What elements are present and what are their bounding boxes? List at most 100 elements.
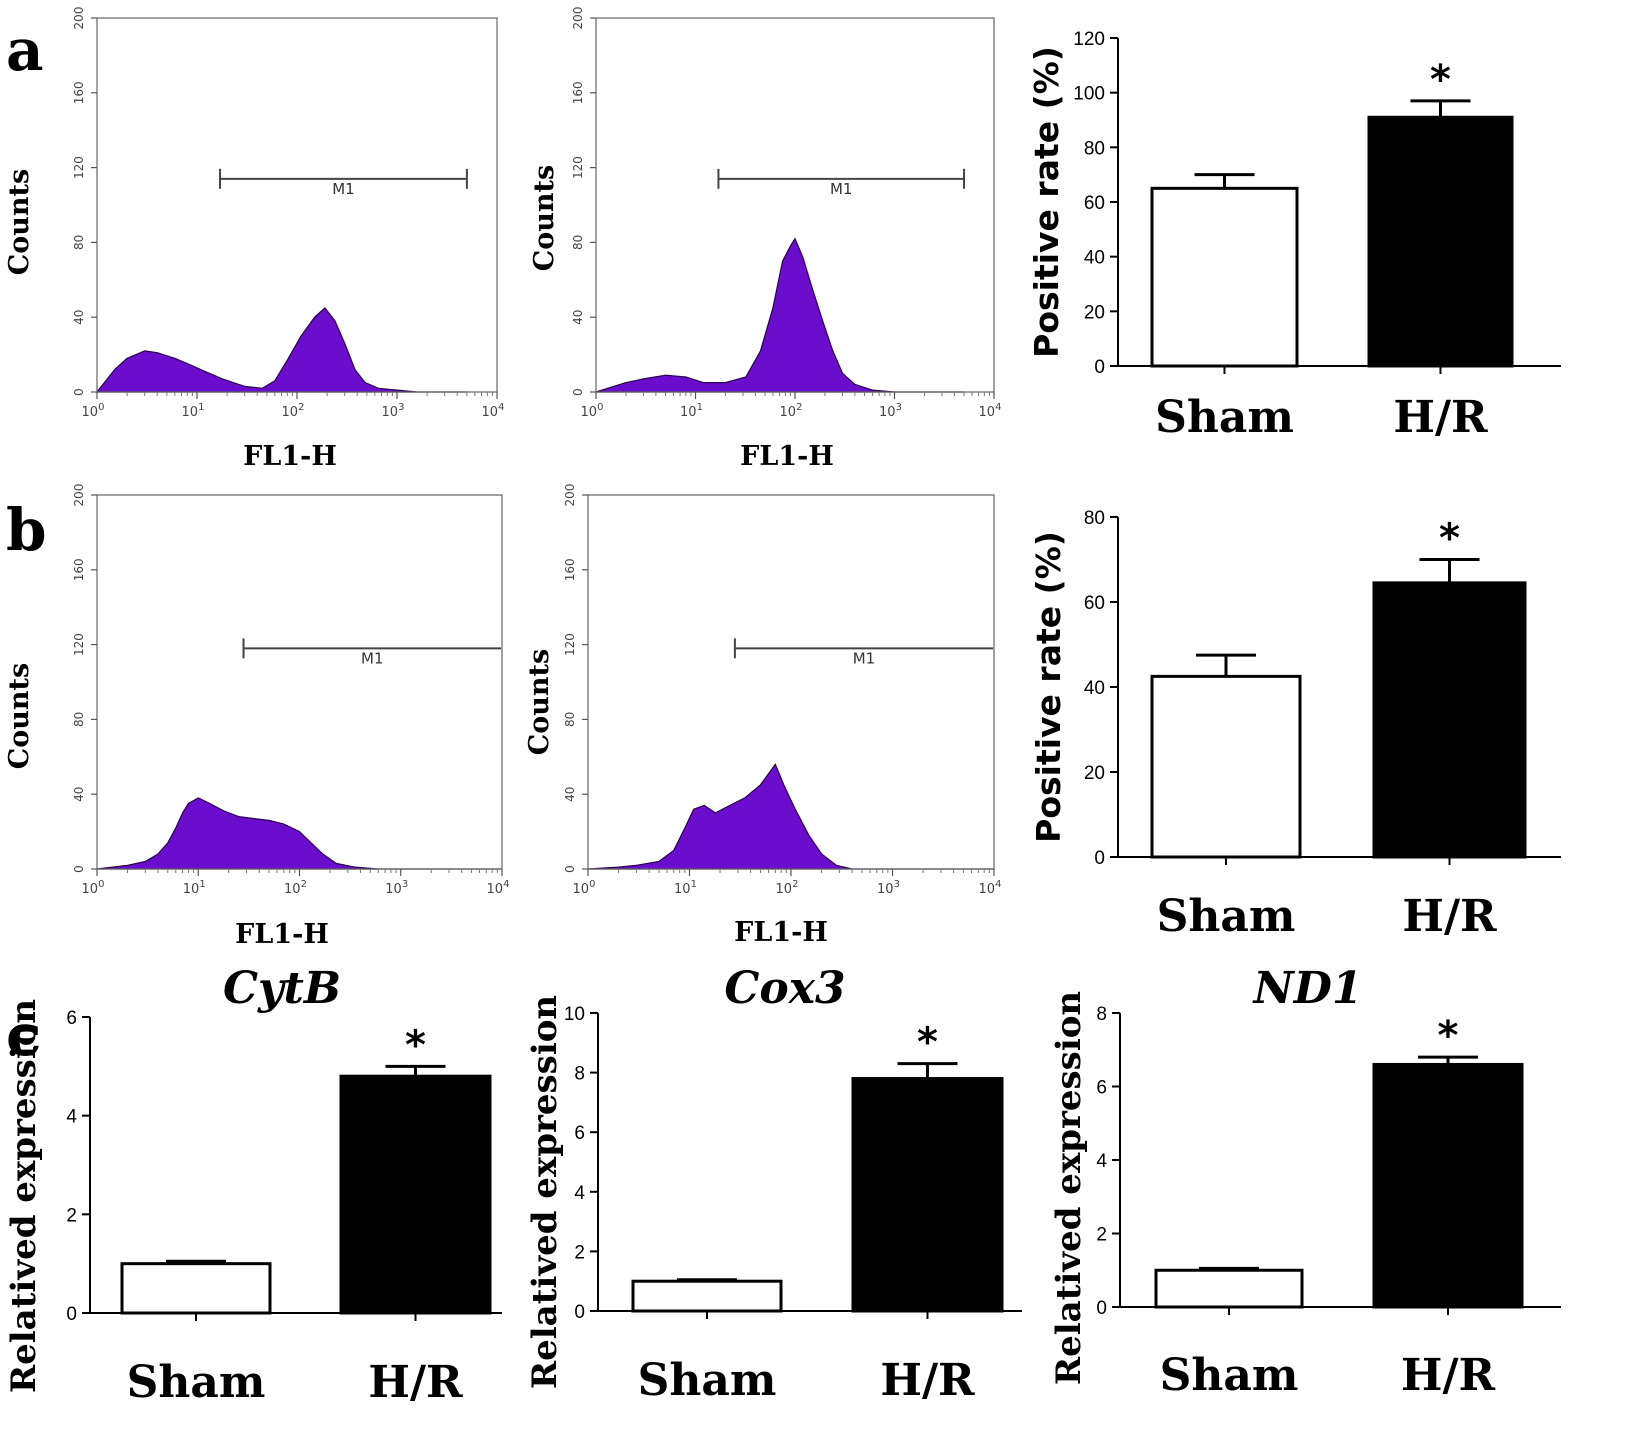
x-axis-label: FL1-H [235, 919, 329, 950]
x-tick-base: 10 [979, 882, 996, 897]
category-label: Sham [1155, 392, 1294, 443]
y-tick-label: 120 [72, 633, 86, 656]
y-axis-label: Counts [4, 663, 35, 769]
y-tick-label: 2 [66, 1205, 77, 1226]
x-tick-base: 10 [979, 405, 996, 420]
bar-sham [631, 1279, 783, 1313]
bar-hr [851, 1077, 1004, 1313]
y-tick-label: 4 [1096, 1151, 1107, 1172]
x-tick-label: 102 [776, 879, 799, 897]
marker-label: M1 [853, 649, 876, 667]
x-tick-base: 10 [82, 405, 99, 420]
chart-title: ND1 [1252, 963, 1363, 1014]
x-tick-base: 10 [487, 882, 504, 897]
x-tick-exponent: 3 [402, 879, 408, 890]
x-tick-label: 101 [183, 879, 206, 897]
bar-hr [339, 1074, 492, 1315]
y-tick-label: 6 [1096, 1078, 1107, 1099]
y-tick-label: 160 [563, 558, 577, 581]
bar-sham [120, 1262, 272, 1315]
significance-marker: * [1439, 516, 1460, 562]
bar-sham [1150, 674, 1302, 859]
significance-marker: * [405, 1022, 426, 1068]
category-label: Sham [638, 1355, 777, 1406]
y-tick-label: 200 [571, 7, 585, 30]
y-tick-label: 0 [563, 865, 577, 873]
x-tick-exponent: 1 [691, 879, 697, 890]
x-tick-exponent: 3 [894, 879, 900, 890]
x-tick-base: 10 [780, 405, 797, 420]
b-bar-group: Sham H/R * 0 20 40 60 80 Positive rate (%) [1029, 508, 1561, 942]
x-tick-exponent: 2 [298, 402, 304, 413]
c-nd1-group: Sham H/R * 0 2 4 6 8 Relatived expression ND1 [1049, 963, 1561, 1401]
y-tick-label: 0 [1094, 848, 1105, 869]
y-tick-label: 0 [571, 388, 585, 396]
x-tick-base: 10 [680, 405, 697, 420]
c-cytb-group: Sham H/R * 0 2 4 6 Relatived expression CytB [4, 963, 502, 1408]
x-tick-base: 10 [674, 882, 691, 897]
y-axis-label: Relatived expression [525, 995, 565, 1389]
y-tick-label: 40 [563, 787, 577, 802]
x-tick-base: 10 [82, 882, 99, 897]
y-tick-label: 120 [72, 156, 86, 179]
y-tick-label: 2 [574, 1242, 585, 1263]
y-tick-label: 160 [571, 81, 585, 104]
x-tick-label: 103 [879, 402, 902, 420]
x-tick-base: 10 [573, 882, 590, 897]
x-axis-label: FL1-H [243, 441, 337, 472]
x-tick-exponent: 4 [995, 402, 1001, 413]
y-tick-label: 120 [571, 156, 585, 179]
y-tick-label: 40 [72, 310, 86, 325]
category-label: Sham [1157, 891, 1296, 942]
x-axis-label: FL1-H [740, 441, 834, 472]
y-tick-label: 80 [1084, 138, 1105, 159]
x-tick-base: 10 [877, 882, 894, 897]
x-tick-exponent: 0 [98, 879, 104, 890]
histogram-area [587, 763, 994, 870]
y-tick-label: 40 [571, 310, 585, 325]
marker-label: M1 [332, 180, 355, 198]
y-tick-label: 120 [563, 633, 577, 656]
category-label: H/R [1402, 891, 1497, 942]
x-tick-base: 10 [879, 405, 896, 420]
significance-marker: * [1438, 1013, 1459, 1059]
x-tick-label: 104 [487, 879, 510, 897]
marker-label: M1 [361, 649, 384, 667]
y-tick-label: 200 [563, 484, 577, 507]
x-tick-exponent: 1 [697, 402, 703, 413]
bar-hr [1372, 581, 1527, 859]
a-bar-group: Sham H/R * 0 20 40 60 80 100 120 Positive rate (%) [1027, 29, 1561, 443]
y-axis-label: Relatived expression [1049, 991, 1089, 1385]
y-tick-label: 80 [72, 235, 86, 250]
y-tick-label: 0 [72, 388, 86, 396]
x-tick-exponent: 1 [199, 879, 205, 890]
x-axis-label: FL1-H [734, 917, 828, 948]
y-tick-label: 4 [574, 1183, 585, 1204]
y-tick-label: 4 [66, 1107, 77, 1128]
x-tick-exponent: 2 [796, 402, 802, 413]
x-tick-base: 10 [382, 405, 399, 420]
x-tick-exponent: 0 [597, 402, 603, 413]
y-tick-label: 8 [1096, 1004, 1107, 1025]
y-tick-label: 80 [563, 712, 577, 727]
y-tick-label: 160 [72, 81, 86, 104]
y-tick-label: 160 [72, 558, 86, 581]
y-axis-label: Counts [4, 169, 35, 275]
y-tick-label: 0 [1096, 1298, 1107, 1319]
bar-hr [1372, 1062, 1524, 1309]
x-tick-exponent: 4 [503, 879, 509, 890]
y-tick-label: 40 [72, 787, 86, 802]
panel-label-a: a [6, 16, 44, 84]
y-axis-label: Counts [524, 649, 555, 755]
y-axis-label: Counts [529, 165, 560, 271]
x-tick-label: 102 [282, 402, 305, 420]
panel-label-c: c [6, 1001, 41, 1069]
y-tick-label: 80 [1084, 508, 1105, 529]
chart-title: Cox3 [724, 963, 845, 1014]
x-tick-base: 10 [182, 405, 199, 420]
